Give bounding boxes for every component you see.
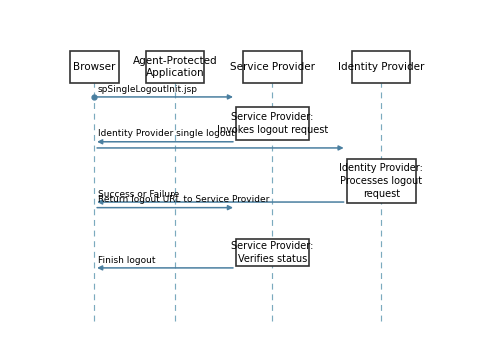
FancyBboxPatch shape (347, 159, 416, 203)
Text: Identity Provider: Identity Provider (338, 62, 424, 72)
Text: Return logout URL to Service Provider: Return logout URL to Service Provider (98, 195, 270, 204)
FancyBboxPatch shape (146, 51, 204, 83)
FancyBboxPatch shape (236, 239, 309, 266)
Text: Agent-Protected
Application: Agent-Protected Application (133, 56, 217, 78)
Text: spSingleLogoutInit.jsp: spSingleLogoutInit.jsp (98, 84, 198, 94)
Text: Finish logout: Finish logout (98, 256, 155, 265)
FancyBboxPatch shape (243, 51, 302, 83)
Text: Service Provider: Service Provider (230, 62, 315, 72)
FancyBboxPatch shape (352, 51, 410, 83)
Text: Service Provider:
Verifies status: Service Provider: Verifies status (231, 241, 314, 264)
FancyBboxPatch shape (236, 107, 309, 140)
Text: Success or Failure: Success or Failure (98, 190, 179, 199)
FancyBboxPatch shape (70, 51, 119, 83)
Text: Identity Provider:
Processes logout
request: Identity Provider: Processes logout requ… (339, 163, 423, 199)
Text: Service Provider:
Invokes logout request: Service Provider: Invokes logout request (217, 112, 328, 135)
Text: Browser: Browser (73, 62, 116, 72)
Text: Identity Provider single logout redirect: Identity Provider single logout redirect (98, 130, 273, 138)
